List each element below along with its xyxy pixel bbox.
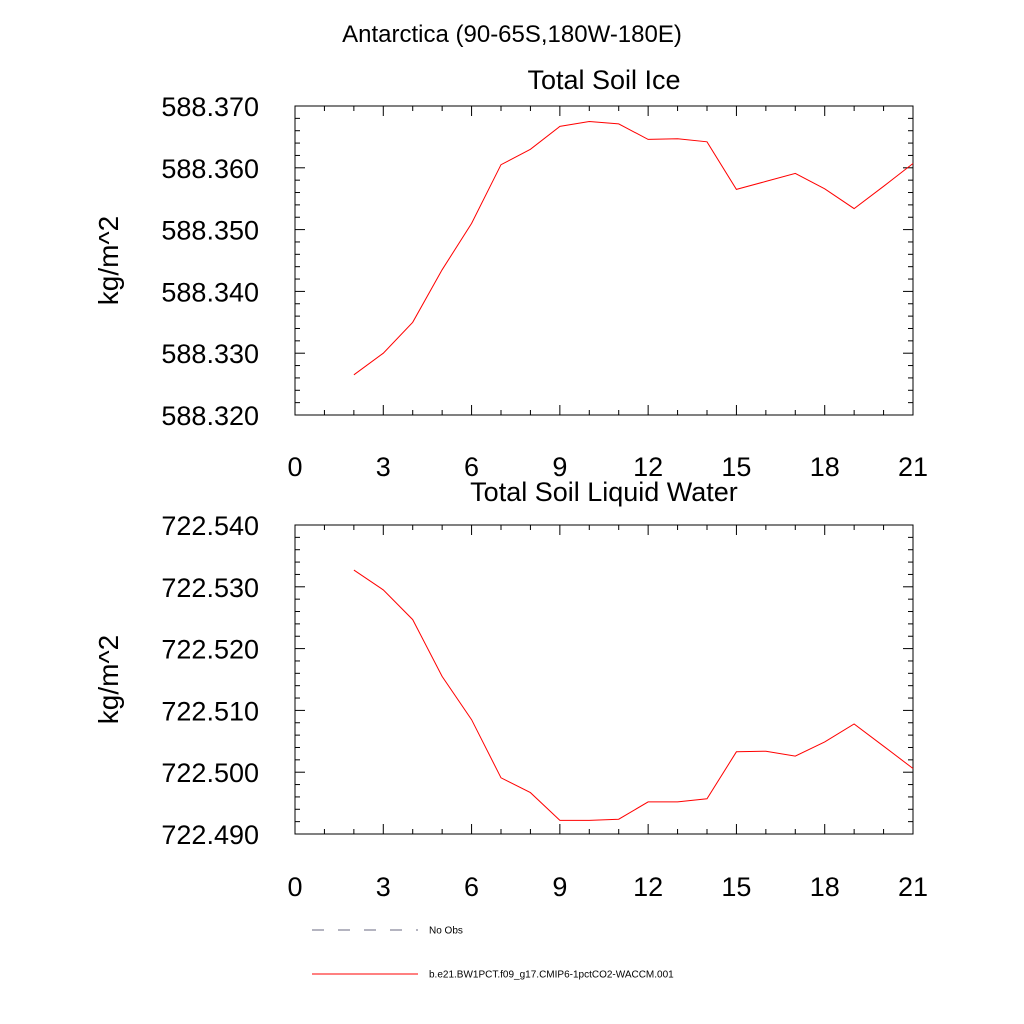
x-tick-label: 18: [810, 872, 840, 902]
legend-label-no-obs: No Obs: [429, 926, 463, 937]
y-tick-label: 722.530: [161, 573, 259, 603]
x-tick-label: 0: [287, 452, 302, 482]
x-tick-label: 12: [633, 452, 663, 482]
legend-label-model-run: b.e21.BW1PCT.f09_g17.CMIP6-1pctCO2-WACCM…: [429, 970, 674, 981]
plot-frame: [294, 105, 914, 416]
x-tick-label: 21: [898, 872, 928, 902]
y-tick-label: 588.320: [161, 401, 259, 431]
x-tick-label: 15: [721, 452, 751, 482]
x-tick-label: 9: [552, 872, 567, 902]
x-tick-label: 3: [376, 452, 391, 482]
panel-title: Total Soil Liquid Water: [470, 477, 738, 507]
x-tick-label: 9: [552, 452, 567, 482]
x-tick-label: 18: [810, 452, 840, 482]
series-line: [353, 120, 914, 376]
legend: No Obs b.e21.BW1PCT.f09_g17.CMIP6-1pctCO…: [312, 926, 674, 981]
panel-total-soil-ice: Total Soil Ice 0 3 6 9 12 15 18 21 588.320 588.330…: [93, 65, 928, 482]
panel-total-soil-liquid-water: Total Soil Liquid Water 0 3 6 9 12 15 18 21 722.4…: [93, 477, 928, 902]
y-axis-label: kg/m^2: [93, 635, 124, 724]
x-tick-label: 3: [376, 872, 391, 902]
y-tick-label: 722.540: [161, 511, 259, 541]
y-tick-label: 588.330: [161, 339, 259, 369]
x-tick-label: 0: [287, 872, 302, 902]
y-tick-label: 588.360: [161, 154, 259, 184]
y-tick-label: 722.520: [161, 635, 259, 665]
figure-title: Antarctica (90-65S,180W-180E): [342, 21, 682, 48]
series-line: [353, 569, 914, 821]
y-tick-label: 722.490: [161, 820, 259, 850]
x-tick-label: 6: [464, 872, 479, 902]
panel-title: Total Soil Ice: [527, 65, 680, 95]
x-tick-label: 6: [464, 452, 479, 482]
x-tick-label: 15: [721, 872, 751, 902]
x-tick-label: 12: [633, 872, 663, 902]
y-tick-label: 722.510: [161, 696, 259, 726]
y-tick-label: 588.370: [161, 92, 259, 122]
y-tick-label: 588.340: [161, 277, 259, 307]
x-tick-label: 21: [898, 452, 928, 482]
y-axis-label: kg/m^2: [93, 216, 124, 305]
y-tick-label: 588.350: [161, 216, 259, 246]
plot-frame: [294, 524, 914, 835]
y-tick-label: 722.500: [161, 758, 259, 788]
